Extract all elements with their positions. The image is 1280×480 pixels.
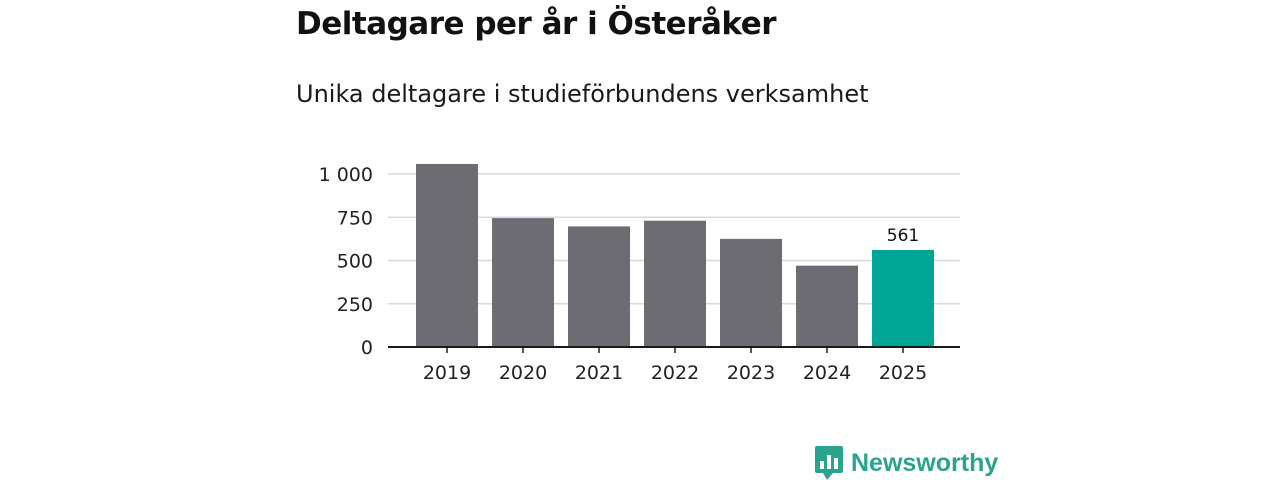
- chart-title: Deltagare per år i Österåker: [296, 6, 777, 42]
- y-tick-label: 1 000: [319, 164, 373, 186]
- x-tick-label: 2021: [575, 362, 623, 384]
- y-tick-label: 0: [361, 337, 373, 359]
- y-tick-label: 500: [337, 251, 373, 273]
- y-tick-label: 250: [337, 294, 373, 316]
- data-label: 561: [887, 226, 919, 246]
- x-tick-label: 2025: [879, 362, 927, 384]
- y-tick-label: 750: [337, 207, 373, 229]
- bar-2019: [416, 163, 478, 347]
- bar-2025: [872, 249, 934, 347]
- bar-2020: [492, 218, 554, 347]
- bars: [416, 163, 934, 347]
- newsworthy-logo-icon: [815, 446, 843, 480]
- x-axis-ticks: 2019 2020 2021 2022 2023 2024 2025: [423, 347, 927, 384]
- data-labels: 561: [887, 226, 919, 246]
- x-tick-label: 2024: [803, 362, 851, 384]
- bar-2022: [644, 220, 706, 347]
- bar-2021: [568, 226, 630, 347]
- bar-2023: [720, 238, 782, 347]
- x-tick-label: 2023: [727, 362, 775, 384]
- x-tick-label: 2020: [499, 362, 547, 384]
- brand-footer: Newsworthy: [815, 446, 998, 480]
- x-tick-label: 2019: [423, 362, 471, 384]
- x-tick-label: 2022: [651, 362, 699, 384]
- bar-2024: [796, 265, 858, 347]
- y-axis-ticks: 0 250 500 750 1 000: [319, 164, 373, 359]
- chart-subtitle: Unika deltagare i studieförbundens verks…: [296, 80, 869, 108]
- brand-name: Newsworthy: [851, 448, 999, 477]
